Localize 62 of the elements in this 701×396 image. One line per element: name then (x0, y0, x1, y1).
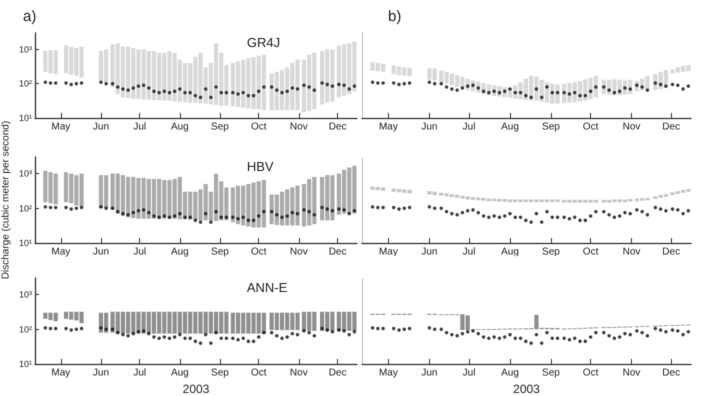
y-tick-label: 10² (18, 203, 32, 214)
chart-title: a) (23, 8, 36, 25)
y-tick-label: 10¹ (18, 238, 32, 248)
x-tick-label: Jun (92, 368, 110, 378)
x-tick-label: Jul (133, 122, 146, 132)
x-tick-label: Jul (133, 246, 146, 258)
x-tick-label: Dec (662, 368, 680, 378)
x-tick-label: Jun (92, 122, 110, 132)
x-tick-label: Aug (501, 368, 519, 378)
x-tick-label: May (51, 368, 70, 378)
y-tick-label: 10² (18, 78, 32, 89)
x-tick-label: Jul (462, 122, 476, 132)
x-tick-label: Sep (211, 368, 230, 378)
x-tick-label: Dec (328, 246, 346, 258)
x-tick-label: Jul (133, 368, 146, 378)
x-tick-label: Oct (250, 246, 267, 258)
x-tick-label: Dec (328, 122, 346, 132)
y-tick-label: 10¹ (18, 359, 32, 369)
x-tick-label: Nov (290, 246, 308, 258)
x-tick-label: Sep (211, 122, 230, 132)
x-tick-label: Sep (542, 122, 560, 132)
x-tick-label: Aug (170, 246, 189, 258)
x-tick-label: Aug (170, 368, 189, 378)
x-tick-label: Aug (501, 122, 519, 132)
x-tick-label: May (51, 246, 70, 258)
x-tick-label: Nov (622, 368, 640, 378)
annotation: GR4J (246, 35, 280, 50)
y-tick-label: 10³ (18, 290, 32, 300)
x-tick-label: Jul (462, 368, 476, 378)
y-tick-label: 10³ (18, 168, 32, 179)
x-tick-label: Jun (421, 246, 438, 258)
x-tick-label: Dec (662, 122, 680, 132)
annotation: HBV (246, 159, 274, 174)
annotation: ANN-E (246, 280, 288, 295)
x-tick-label: May (378, 368, 398, 378)
x-tick-label: Sep (211, 246, 230, 258)
x-tick-label: Oct (250, 122, 267, 132)
y-tick-label: 10¹ (18, 113, 32, 123)
x-axis-title: 2003 (513, 382, 540, 396)
x-tick-label: Jun (421, 368, 438, 378)
x-tick-label: May (378, 122, 398, 132)
x-tick-label: Oct (582, 368, 599, 378)
x-tick-label: Dec (662, 246, 680, 258)
y-tick-label: 10³ (18, 44, 32, 54)
x-tick-label: Nov (290, 368, 308, 378)
x-tick-label: Oct (250, 368, 267, 378)
x-tick-label: Jul (462, 246, 476, 258)
x-tick-label: Nov (290, 122, 308, 132)
x-tick-label: May (51, 122, 70, 132)
x-tick-label: Jun (92, 246, 110, 258)
x-tick-label: Dec (328, 368, 346, 378)
x-tick-label: Jun (421, 122, 438, 132)
x-tick-label: Oct (582, 246, 599, 258)
chart-title: b) (388, 8, 402, 25)
x-tick-label: Nov (622, 122, 640, 132)
y-axis-title: Discharge (cubic meter per second) (0, 120, 12, 280)
y-tick-label: 10² (18, 324, 32, 334)
x-tick-label: Aug (170, 122, 189, 132)
x-tick-label: Sep (542, 368, 560, 378)
x-tick-label: Nov (622, 246, 640, 258)
x-axis-title: 2003 (182, 382, 210, 396)
x-tick-label: Oct (582, 122, 599, 132)
